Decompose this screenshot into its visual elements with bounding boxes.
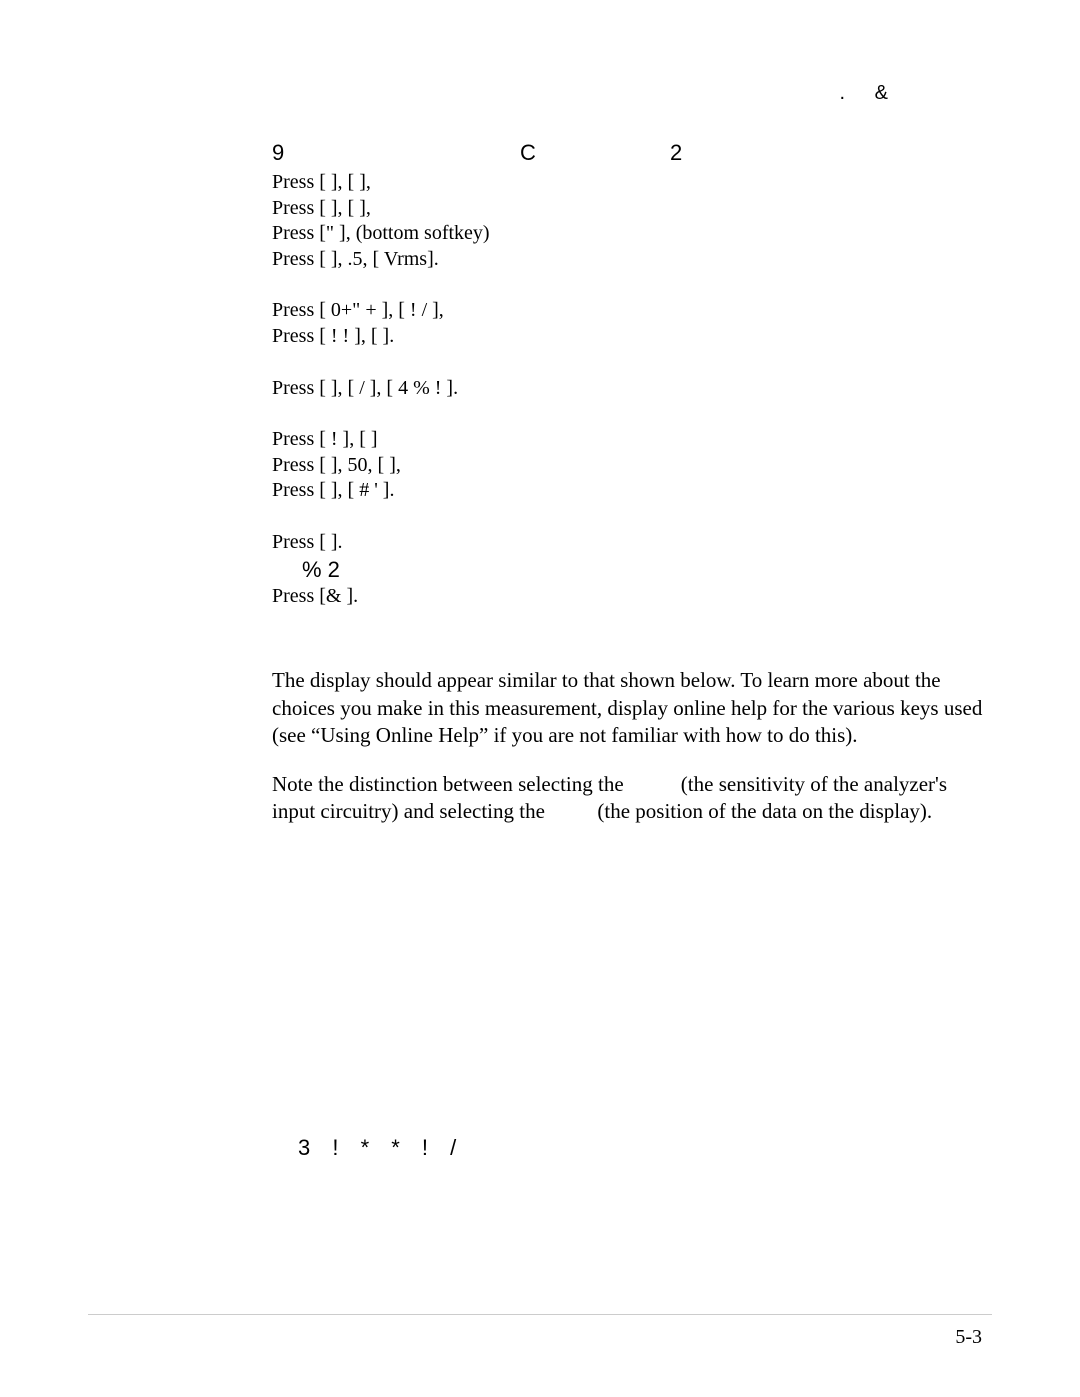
instr-line: Press [ 0+" + ], [ ! / ], xyxy=(272,298,992,324)
footer-rule xyxy=(88,1314,992,1315)
section-heading: 9C2 xyxy=(272,140,992,166)
paragraph-2: Note the distinction between selecting t… xyxy=(272,771,992,826)
heading-col-1: 9 xyxy=(272,140,520,166)
paragraph-1: The display should appear similar to tha… xyxy=(272,667,992,749)
instr-line: Press [ ], [ ], xyxy=(272,196,992,222)
instruction-block-1: Press [ ], [ ], Press [ ], [ ], Press ["… xyxy=(272,170,992,272)
instruction-block-2: Press [ 0+" + ], [ ! / ], Press [ ! ! ],… xyxy=(272,298,992,349)
instr-line: Press [ ], [ / ], [ 4 % ! ]. xyxy=(272,376,992,402)
explanatory-paragraphs: The display should appear similar to tha… xyxy=(272,667,992,825)
instruction-block-4: Press [ ! ], [ ] Press [ ], 50, [ ], Pre… xyxy=(272,427,992,504)
instruction-block-3: Press [ ], [ / ], [ 4 % ! ]. xyxy=(272,376,992,402)
instr-line: Press [ ], [ # ' ]. xyxy=(272,478,992,504)
instr-line: Press [" ], (bottom softkey) xyxy=(272,221,992,247)
header-symbols: . & xyxy=(840,82,900,105)
instr-line: Press [& ]. xyxy=(272,584,992,610)
instr-line: Press [ ]. xyxy=(272,530,992,556)
instr-line: Press [ ], .5, [ Vrms]. xyxy=(272,247,992,273)
instruction-block-5: Press [ ]. % 2 Press [& ]. xyxy=(272,530,992,609)
instr-line: Press [ ! ! ], [ ]. xyxy=(272,324,992,350)
instr-line: Press [ ! ], [ ] xyxy=(272,427,992,453)
page-number: 5-3 xyxy=(955,1326,982,1349)
heading-col-2: C xyxy=(520,140,670,166)
figure-caption: 3 ! * * ! / xyxy=(298,1135,464,1161)
p2-part-c: (the position of the data on the display… xyxy=(592,799,932,823)
instr-line: Press [ ], [ ], xyxy=(272,170,992,196)
p2-part-a: Note the distinction between selecting t… xyxy=(272,772,629,796)
heading-col-3: 2 xyxy=(670,140,682,165)
instr-indent-line: % 2 xyxy=(302,556,992,584)
instr-line: Press [ ], 50, [ ], xyxy=(272,453,992,479)
